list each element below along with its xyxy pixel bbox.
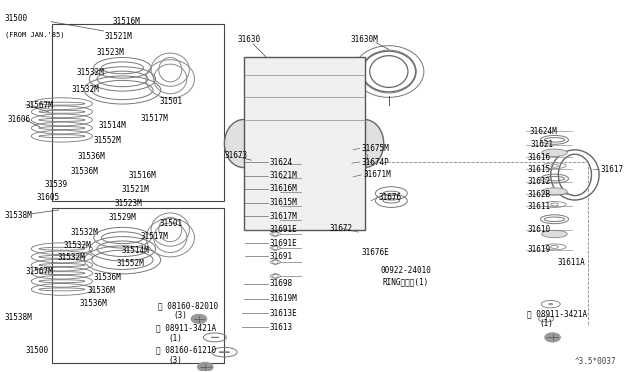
Text: 31619: 31619 xyxy=(527,245,550,254)
Circle shape xyxy=(191,314,207,323)
Text: 31671M: 31671M xyxy=(364,170,391,179)
Text: 31617M: 31617M xyxy=(269,212,297,221)
Text: 31616: 31616 xyxy=(527,153,550,162)
Ellipse shape xyxy=(541,230,567,238)
Text: 31500: 31500 xyxy=(4,13,28,22)
Text: 31615: 31615 xyxy=(527,165,550,174)
Text: 31536M: 31536M xyxy=(78,152,106,161)
Text: 31516M: 31516M xyxy=(129,171,157,180)
Text: 31621M: 31621M xyxy=(269,171,297,180)
Text: 31605: 31605 xyxy=(36,193,60,202)
Circle shape xyxy=(198,362,213,371)
Ellipse shape xyxy=(225,119,262,167)
Text: 31501: 31501 xyxy=(159,219,182,228)
Text: 31532M: 31532M xyxy=(77,68,104,77)
Text: 31529M: 31529M xyxy=(108,213,136,222)
Text: 31517M: 31517M xyxy=(140,114,168,123)
Text: 31698: 31698 xyxy=(269,279,292,288)
Text: ⓝ 08911-3421A: ⓝ 08911-3421A xyxy=(527,309,588,318)
Text: 31517M: 31517M xyxy=(140,232,168,241)
Text: 31624M: 31624M xyxy=(529,127,557,136)
Text: 31673: 31673 xyxy=(225,151,248,160)
Text: 31630: 31630 xyxy=(237,35,260,44)
Text: 31624: 31624 xyxy=(269,157,292,167)
Text: 31691E: 31691E xyxy=(269,225,297,234)
Text: 31675M: 31675M xyxy=(362,144,389,153)
Text: 31567M: 31567M xyxy=(26,101,53,110)
Circle shape xyxy=(545,333,560,342)
Ellipse shape xyxy=(541,188,567,195)
Text: 31514M: 31514M xyxy=(99,121,126,129)
Text: 31521M: 31521M xyxy=(104,32,132,41)
Text: 31613E: 31613E xyxy=(269,309,297,318)
Text: 31619M: 31619M xyxy=(269,294,297,303)
Ellipse shape xyxy=(346,119,384,167)
Text: 31616M: 31616M xyxy=(269,185,297,193)
Text: 31630M: 31630M xyxy=(351,35,378,44)
Text: 31536M: 31536M xyxy=(70,167,98,176)
Text: ^3.5*0037: ^3.5*0037 xyxy=(575,357,616,366)
Text: 31606: 31606 xyxy=(8,115,31,124)
Text: 31611: 31611 xyxy=(527,202,550,211)
Text: (3): (3) xyxy=(173,311,188,320)
Text: 31676: 31676 xyxy=(379,193,402,202)
Text: 31615M: 31615M xyxy=(269,198,297,207)
Text: 31514M: 31514M xyxy=(121,246,149,255)
Text: ⓝ 08911-3421A: ⓝ 08911-3421A xyxy=(156,324,216,333)
Text: RINGリング(1): RINGリング(1) xyxy=(383,278,429,286)
Text: 31674P: 31674P xyxy=(362,157,389,167)
Text: 31612: 31612 xyxy=(527,177,550,186)
Text: Ⓑ 08160-82010: Ⓑ 08160-82010 xyxy=(157,301,218,311)
Text: 31613: 31613 xyxy=(269,323,292,331)
Bar xyxy=(244,57,365,230)
Text: 31532M: 31532M xyxy=(58,253,85,263)
Text: 31552M: 31552M xyxy=(94,137,122,145)
Text: (FROM JAN.'85): (FROM JAN.'85) xyxy=(4,31,64,38)
Text: 31617: 31617 xyxy=(600,165,623,174)
Text: Ⓑ 08160-61210: Ⓑ 08160-61210 xyxy=(156,346,216,355)
Text: 31532M: 31532M xyxy=(72,85,99,94)
Text: 31691E: 31691E xyxy=(269,239,297,248)
Text: 31552M: 31552M xyxy=(116,259,144,268)
Text: 31536M: 31536M xyxy=(94,273,122,282)
Text: 31567M: 31567M xyxy=(26,267,53,276)
Ellipse shape xyxy=(541,149,567,157)
Text: 31501: 31501 xyxy=(159,97,182,106)
Text: 31523M: 31523M xyxy=(97,48,125,57)
Text: (1): (1) xyxy=(540,319,554,328)
Text: 31523M: 31523M xyxy=(115,199,143,208)
Text: 31500: 31500 xyxy=(26,346,49,355)
Text: 31691: 31691 xyxy=(269,251,292,261)
Text: 3162B: 3162B xyxy=(527,190,550,199)
Text: 31676E: 31676E xyxy=(362,248,389,257)
Text: 31536M: 31536M xyxy=(79,299,107,308)
Text: 31532M: 31532M xyxy=(64,241,92,250)
Text: 31516M: 31516M xyxy=(113,17,141,26)
Text: 31521M: 31521M xyxy=(121,185,149,194)
Text: (1): (1) xyxy=(168,334,182,343)
Text: 00922-24010: 00922-24010 xyxy=(381,266,431,275)
Text: 31611A: 31611A xyxy=(557,258,585,267)
Text: 31536M: 31536M xyxy=(88,286,115,295)
Text: 31538M: 31538M xyxy=(4,312,33,321)
Text: 31610: 31610 xyxy=(527,225,550,234)
Text: 31539: 31539 xyxy=(45,180,68,189)
Text: (3): (3) xyxy=(168,356,182,365)
Text: 31538M: 31538M xyxy=(4,211,33,220)
Text: 31621: 31621 xyxy=(531,140,554,149)
Text: 31532M: 31532M xyxy=(70,228,98,237)
Text: 31672: 31672 xyxy=(330,224,353,233)
